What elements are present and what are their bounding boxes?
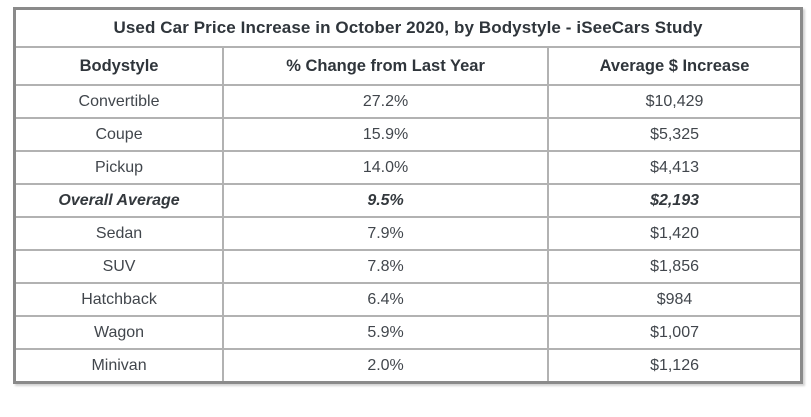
bodystyle-cell: Convertible <box>13 84 225 119</box>
table-head: Used Car Price Increase in October 2020,… <box>13 7 803 86</box>
bodystyle-cell: Coupe <box>13 117 225 152</box>
table-body: Convertible 27.2% $10,429 Coupe 15.9% $5,325 P… <box>13 84 803 384</box>
table-title: Used Car Price Increase in October 2020,… <box>13 7 803 48</box>
pct-change-cell: 5.9% <box>222 315 550 350</box>
table-row: Convertible 27.2% $10,429 <box>13 84 803 119</box>
column-header-avg-increase: Average $ Increase <box>547 46 803 86</box>
bodystyle-cell: SUV <box>13 249 225 284</box>
avg-increase-cell: $5,325 <box>547 117 803 152</box>
pct-change-cell: 6.4% <box>222 282 550 317</box>
avg-increase-cell: $984 <box>547 282 803 317</box>
pct-change-cell: 15.9% <box>222 117 550 152</box>
table-row: Pickup 14.0% $4,413 <box>13 150 803 185</box>
bodystyle-cell: Overall Average <box>13 183 225 218</box>
pct-change-cell: 7.9% <box>222 216 550 251</box>
table-row: Coupe 15.9% $5,325 <box>13 117 803 152</box>
column-header-bodystyle: Bodystyle <box>13 46 225 86</box>
column-header-pct-change: % Change from Last Year <box>222 46 550 86</box>
bodystyle-cell: Wagon <box>13 315 225 350</box>
table-row: Minivan 2.0% $1,126 <box>13 348 803 384</box>
pct-change-cell: 14.0% <box>222 150 550 185</box>
table-row: Hatchback 6.4% $984 <box>13 282 803 317</box>
pct-change-cell: 2.0% <box>222 348 550 384</box>
used-car-price-table: Used Car Price Increase in October 2020,… <box>13 7 803 384</box>
table-row: Sedan 7.9% $1,420 <box>13 216 803 251</box>
bodystyle-cell: Sedan <box>13 216 225 251</box>
avg-increase-cell: $10,429 <box>547 84 803 119</box>
avg-increase-cell: $2,193 <box>547 183 803 218</box>
pct-change-cell: 9.5% <box>222 183 550 218</box>
pct-change-cell: 27.2% <box>222 84 550 119</box>
bodystyle-cell: Pickup <box>13 150 225 185</box>
bodystyle-cell: Hatchback <box>13 282 225 317</box>
avg-increase-cell: $1,007 <box>547 315 803 350</box>
avg-increase-cell: $4,413 <box>547 150 803 185</box>
avg-increase-cell: $1,420 <box>547 216 803 251</box>
bodystyle-cell: Minivan <box>13 348 225 384</box>
table-header-row: Bodystyle% Change from Last Year Average … <box>13 46 803 86</box>
avg-increase-cell: $1,126 <box>547 348 803 384</box>
pct-change-cell: 7.8% <box>222 249 550 284</box>
table-row: SUV 7.8% $1,856 <box>13 249 803 284</box>
table-title-row: Used Car Price Increase in October 2020,… <box>13 7 803 48</box>
table-row: Wagon 5.9% $1,007 <box>13 315 803 350</box>
avg-increase-cell: $1,856 <box>547 249 803 284</box>
table-row: Overall Average 9.5% $2,193 <box>13 183 803 218</box>
